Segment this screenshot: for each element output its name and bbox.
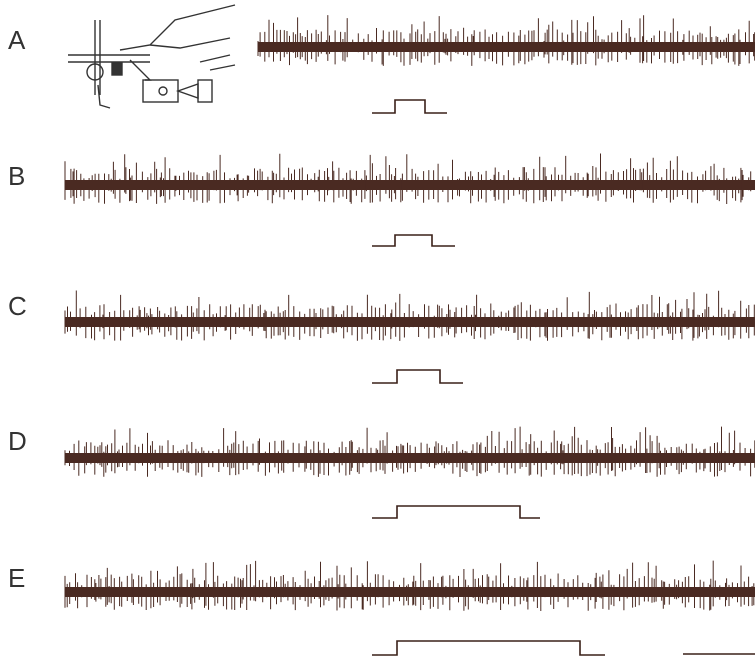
page: ABCDE (() => { const data = JSON.parse(d…	[0, 0, 755, 658]
panel-label: B	[8, 161, 25, 191]
trace-band	[65, 180, 755, 190]
animal	[120, 5, 235, 70]
recording-trace	[65, 291, 755, 341]
recording-trace	[65, 561, 755, 611]
stand	[68, 20, 150, 95]
spikes	[65, 154, 751, 205]
stimulus-pulse	[372, 506, 540, 518]
connector	[178, 84, 198, 98]
spikes	[65, 291, 754, 341]
spikes	[65, 561, 754, 611]
spikes	[258, 15, 755, 66]
stimulus-pulse	[372, 100, 447, 113]
screw	[112, 63, 122, 75]
box	[198, 80, 212, 102]
apparatus-sketch	[68, 5, 235, 108]
trace-band	[258, 42, 755, 52]
stimulus-pulse	[372, 370, 463, 383]
dial	[159, 87, 167, 95]
recording-trace	[65, 154, 755, 205]
panel-label: C	[8, 291, 27, 321]
recording-trace	[258, 15, 755, 66]
panel-label: D	[8, 426, 27, 456]
recording-trace	[65, 427, 755, 477]
panel-label: A	[8, 25, 26, 55]
panel-label: E	[8, 563, 25, 593]
figure: A B C D E	[0, 0, 755, 658]
transducer	[143, 80, 178, 102]
stimulus-pulse	[372, 235, 455, 246]
stimulus-pulse	[372, 641, 605, 655]
lever	[130, 60, 150, 80]
spikes	[65, 427, 755, 477]
